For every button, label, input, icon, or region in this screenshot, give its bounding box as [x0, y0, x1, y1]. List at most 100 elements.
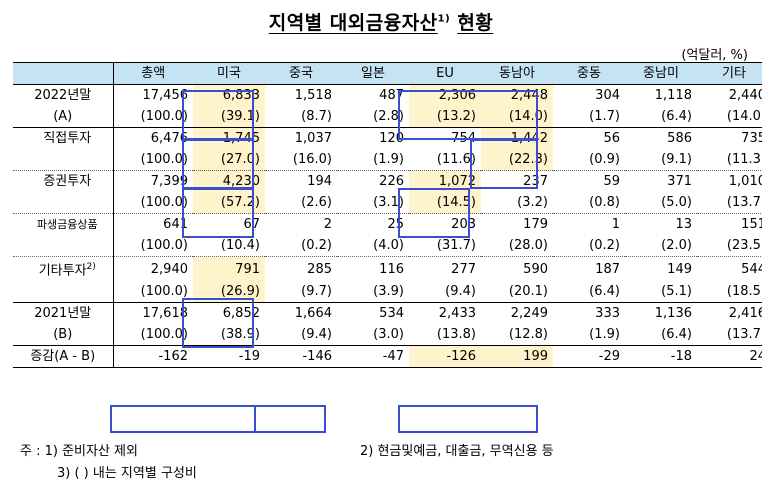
table-cell: (16.0) — [292, 152, 332, 167]
row-label: 2022년말 — [13, 84, 114, 106]
table-cell: 1 — [553, 213, 625, 235]
table-cell: (39.1) — [193, 106, 265, 128]
col-header: 중남미 — [625, 62, 697, 85]
row-label-text: 증감(A - B) — [30, 349, 96, 365]
table-row: (B) (100.0) (38.9) (9.4) (3.0) (13.8) (12.8) (1… — [13, 324, 762, 346]
table-cell: (23.5) — [726, 238, 762, 253]
table-row: 증권투자 7,399 4,230 194 226 1,072 237 59 371 1,010 — [13, 170, 762, 192]
table-cell: 13 — [625, 213, 697, 235]
table-cell: (8.7) — [301, 109, 332, 124]
row-label-text: 2022년말 — [34, 88, 92, 103]
title-footnote-mark: 1) — [437, 13, 451, 25]
table-cell: 1,745 — [193, 127, 265, 149]
table-cell: 67 — [193, 213, 265, 235]
table-cell: 24 — [697, 345, 762, 369]
table-cell: (9.4) — [301, 327, 332, 343]
row-label: 증감(A - B) — [13, 345, 114, 369]
row-label-text: 직접투자 — [43, 131, 92, 146]
highlight-box-change-eu-sea — [398, 405, 538, 433]
table-cell: (5.0) — [661, 195, 692, 210]
table-cell: 199 — [481, 345, 553, 369]
table-cell: -146 — [265, 345, 337, 369]
table-cell: (1.7) — [589, 109, 620, 124]
table-cell: (100.0) — [140, 284, 188, 300]
table-row: 2021년말 17,618 6,852 1,664 534 2,433 2,249 333 1,… — [13, 302, 762, 325]
row-label: 2021년말 — [13, 302, 114, 325]
title-text: 지역별 대외금융자산 — [268, 12, 438, 34]
table-cell: 2,306 — [409, 84, 481, 106]
table-cell: 2,416 — [697, 302, 762, 325]
table-row: (100.0) (10.4) (0.2) (4.0) (31.7) (28.0) (0.2)… — [13, 235, 762, 257]
table-cell: 187 — [553, 256, 625, 282]
table-cell: (2.0) — [661, 238, 692, 253]
unit-label: (억달러, %) — [681, 48, 748, 63]
table-cell: 1,442 — [481, 127, 553, 149]
col-header: 중동 — [553, 62, 625, 85]
table-cell: 7,399 — [113, 170, 193, 192]
table-cell: 116 — [337, 256, 409, 282]
row-label: 직접투자 — [13, 127, 114, 149]
table-cell: 1,010 — [697, 170, 762, 192]
table-cell: 17,618 — [113, 302, 193, 325]
table-row: (100.0) (27.0) (16.0) (1.9) (11.6) (22.3) (0.9… — [13, 149, 762, 171]
table-cell: (28.0) — [508, 238, 548, 253]
table-cell: 120 — [337, 127, 409, 149]
table-cell: 237 — [481, 170, 553, 192]
table-cell: 277 — [409, 256, 481, 282]
table-cell: (3.0) — [373, 327, 404, 343]
highlight-box-change-china — [254, 405, 326, 433]
table-cell: 371 — [625, 170, 697, 192]
table-cell: (14.0) — [726, 109, 762, 124]
row-label-text: 증권투자 — [43, 174, 92, 189]
col-header: 기타 — [697, 62, 762, 85]
table-cell: (3.9) — [373, 284, 404, 300]
table-cell: (3.1) — [373, 195, 404, 210]
table-cell: 194 — [265, 170, 337, 192]
table-cell: -19 — [193, 345, 265, 369]
table-cell: 1,518 — [294, 88, 332, 103]
table-cell: (31.7) — [436, 238, 476, 253]
table-cell: (22.3) — [481, 149, 553, 171]
table-row: (100.0) (26.9) (9.7) (3.9) (9.4) (20.1) (6.4) (… — [13, 281, 762, 303]
row-label: (A) — [13, 106, 114, 128]
table-cell: (57.2) — [193, 192, 265, 214]
col-header: 총액 — [113, 62, 193, 85]
table-cell: 226 — [337, 170, 409, 192]
footnotes: 주 : 1) 준비자산 제외 3) ( ) 내는 지역별 구성비 — [20, 441, 197, 485]
table-cell: (9.1) — [661, 152, 692, 167]
table-cell: (13.7) — [726, 195, 762, 210]
table-row: 직접투자 6,476 1,745 1,037 120 754 1,442 56 586 735 — [13, 127, 762, 149]
table-cell: (6.4) — [589, 284, 620, 300]
col-header: EU — [409, 62, 481, 85]
table-cell: (13.2) — [409, 106, 481, 128]
table-cell: (4.0) — [373, 238, 404, 253]
table-cell: (3.2) — [517, 195, 548, 210]
footnote-1: 주 : 1) 준비자산 제외 — [20, 444, 138, 459]
table-cell: 735 — [697, 127, 762, 149]
table-cell: 534 — [337, 302, 409, 325]
table-cell: 6,833 — [193, 84, 265, 106]
col-header: 중국 — [265, 62, 337, 85]
table-cell: (26.9) — [193, 281, 265, 303]
table-cell: (11.6) — [436, 152, 476, 167]
footnote-3: 3) ( ) 내는 지역별 구성비 — [57, 466, 197, 481]
table-cell: 1,118 — [654, 88, 692, 103]
table-cell: (14.5) — [409, 192, 481, 214]
table-cell: 2,448 — [481, 84, 553, 106]
table-cell: 2 — [265, 213, 337, 235]
table-row: (100.0) (57.2) (2.6) (3.1) (14.5) (3.2) (0.8) (… — [13, 192, 762, 214]
table-cell: (0.2) — [301, 238, 332, 253]
table-cell: 56 — [553, 127, 625, 149]
row-label-text: 기타투자 — [38, 263, 87, 279]
table-cell: (100.0) — [140, 238, 188, 253]
table-cell: 203 — [409, 213, 481, 235]
row-label — [13, 149, 114, 171]
header-corner — [13, 62, 114, 85]
table-cell: 2,940 — [113, 256, 193, 282]
table-cell: 2,249 — [481, 302, 553, 325]
table-cell: (9.4) — [445, 284, 476, 300]
title-suffix: 현황 — [457, 12, 494, 34]
table-cell: 285 — [265, 256, 337, 282]
page-title: 지역별 대외금융자산1) 현황 — [0, 8, 762, 35]
table-cell: 586 — [625, 127, 697, 149]
